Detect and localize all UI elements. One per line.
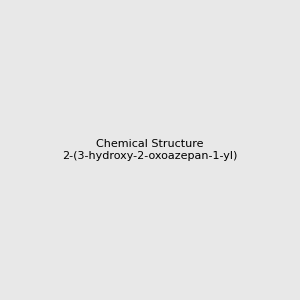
- Text: Chemical Structure
2-(3-hydroxy-2-oxoazepan-1-yl): Chemical Structure 2-(3-hydroxy-2-oxoaze…: [62, 139, 238, 161]
